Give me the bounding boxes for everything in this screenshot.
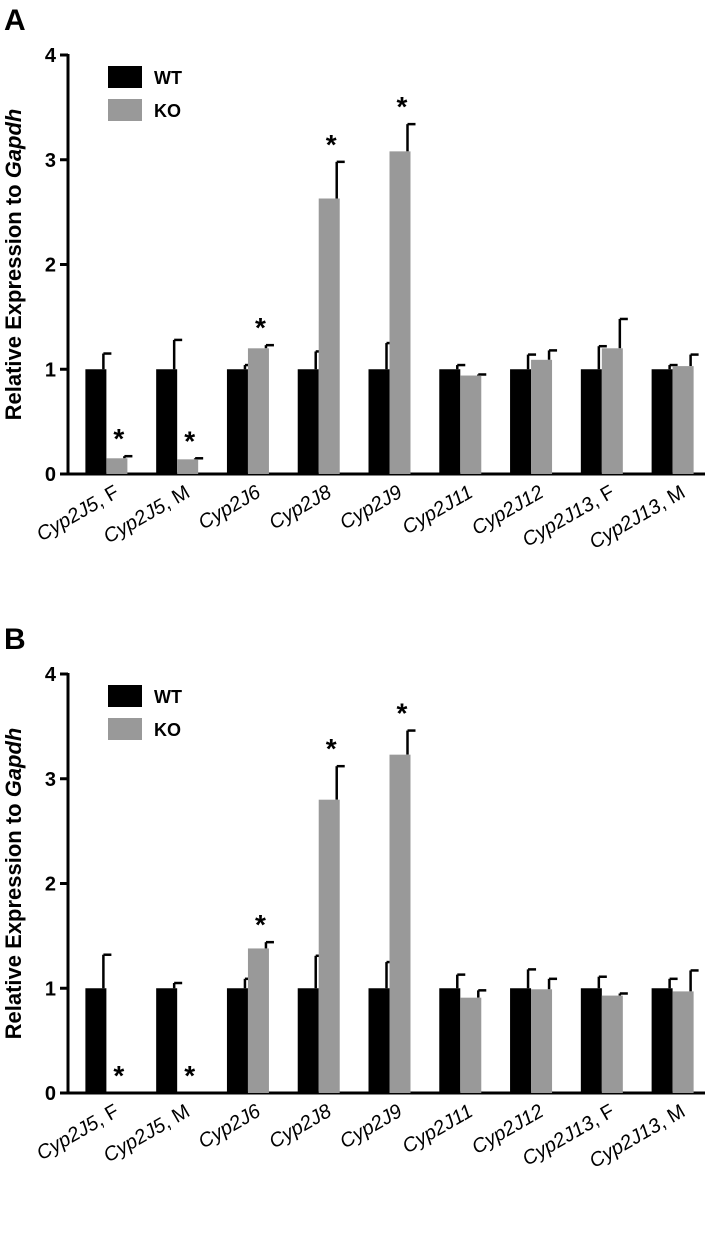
significance-marker: * [326, 129, 337, 160]
x-tick-label: Cyp2J6 [195, 481, 265, 534]
bar-ko [531, 989, 553, 1093]
bar-ko [601, 995, 623, 1093]
y-tick-label: 2 [45, 874, 56, 896]
x-tick-label: Cyp2J8 [265, 481, 335, 534]
y-tick-label: 2 [45, 255, 56, 277]
bar-wt [226, 369, 248, 474]
x-tick-label: Cyp2J6 [195, 1100, 265, 1153]
y-axis-label: Relative Expression to Gapdh [1, 109, 26, 421]
significance-marker: * [397, 698, 408, 729]
y-tick-label: 4 [45, 45, 57, 67]
y-tick-label: 3 [45, 769, 56, 791]
panel-label: A [4, 4, 26, 37]
bar-ko [531, 359, 553, 474]
bar-wt [368, 988, 390, 1093]
x-tick-gene: Cyp2J5 [33, 1112, 103, 1165]
bar-ko [601, 348, 623, 474]
bar-wt [439, 988, 461, 1093]
x-tick-gene: Cyp2J11 [399, 481, 477, 539]
legend-swatch-wt [108, 66, 142, 88]
legend-swatch-ko [108, 718, 142, 740]
bar-wt [510, 369, 532, 474]
legend-swatch-wt [108, 685, 142, 707]
bar-ko [672, 991, 694, 1093]
legend-label-ko: KO [154, 101, 181, 121]
bar-wt [510, 988, 532, 1093]
x-tick-gene: Cyp2J9 [336, 1100, 406, 1153]
x-tick-gene: Cyp2J6 [195, 481, 265, 534]
bar-wt [368, 369, 390, 474]
bar-wt [651, 369, 673, 474]
x-tick-gene: Cyp2J8 [265, 481, 335, 534]
bar-wt [651, 988, 673, 1093]
bar-ko [389, 754, 411, 1093]
x-tick-gene: Cyp2J8 [265, 1100, 335, 1153]
bar-wt [297, 988, 319, 1093]
significance-marker: * [113, 423, 124, 454]
x-tick-gene: Cyp2J11 [399, 1100, 477, 1158]
x-tick-gene: Cyp2J9 [336, 481, 406, 534]
chart-panel-b: B Relative Expression to Gapdh 0 1 2 3 4 * Cyp2J… [0, 619, 713, 1238]
panel-label: B [4, 623, 26, 656]
bar-wt [156, 369, 178, 474]
legend-label-wt: WT [154, 68, 182, 88]
legend-label-wt: WT [154, 687, 182, 707]
bar-ko [460, 997, 482, 1093]
x-tick-label: Cyp2J8 [265, 1100, 335, 1153]
y-axis-label-prefix: Relative Expression to [1, 797, 26, 1039]
bar-wt [85, 369, 107, 474]
bar-wt [226, 988, 248, 1093]
x-tick-label: Cyp2J9 [336, 1100, 406, 1153]
significance-marker: * [184, 1060, 195, 1091]
bar-ko [460, 375, 482, 474]
y-tick-label: 0 [45, 464, 56, 486]
x-tick-label: Cyp2J11 [399, 481, 477, 539]
x-tick-gene: Cyp2J5 [33, 493, 103, 546]
y-axis-label-gene: Gapdh [1, 109, 26, 179]
y-tick-label: 4 [45, 664, 57, 686]
y-axis-label: Relative Expression to Gapdh [1, 728, 26, 1040]
bar-ko [389, 151, 411, 474]
y-tick-label: 0 [45, 1083, 56, 1105]
significance-marker: * [255, 909, 266, 940]
y-axis-label-prefix: Relative Expression to [1, 178, 26, 420]
significance-marker: * [397, 91, 408, 122]
y-tick-label: 3 [45, 150, 56, 172]
legend-swatch-ko [108, 99, 142, 121]
bar-wt [85, 988, 107, 1093]
x-tick-label: Cyp2J9 [336, 481, 406, 534]
y-axis-label-gene: Gapdh [1, 728, 26, 798]
bar-wt [580, 988, 602, 1093]
x-tick-label: Cyp2J11 [399, 1100, 477, 1158]
bar-wt [297, 369, 319, 474]
bar-ko [247, 948, 269, 1093]
bar-wt [156, 988, 178, 1093]
significance-marker: * [255, 312, 266, 343]
bar-wt [580, 369, 602, 474]
bar-ko [318, 799, 340, 1093]
chart-panel-a: A Relative Expression to Gapdh 0 1 2 3 4 * Cyp2J… [1, 4, 705, 554]
bar-ko [247, 348, 269, 474]
significance-marker: * [184, 425, 195, 456]
bar-ko [106, 458, 128, 474]
y-tick-label: 1 [45, 359, 56, 381]
bar-wt [439, 369, 461, 474]
significance-marker: * [113, 1060, 124, 1091]
y-tick-label: 1 [45, 978, 56, 1000]
bar-ko [177, 459, 199, 474]
x-tick-gene: Cyp2J6 [195, 1100, 265, 1153]
significance-marker: * [326, 733, 337, 764]
bar-ko [318, 198, 340, 474]
legend-label-ko: KO [154, 720, 181, 740]
bar-ko [672, 366, 694, 474]
